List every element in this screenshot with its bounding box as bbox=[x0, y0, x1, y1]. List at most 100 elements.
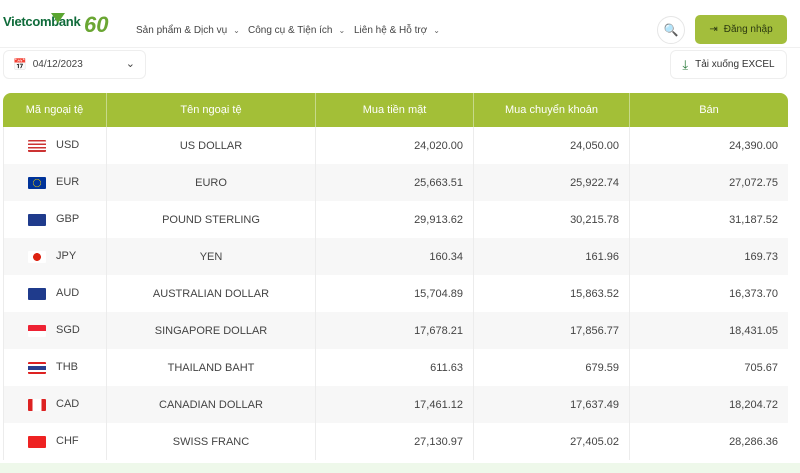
table-row: CHF SWISS FRANC 27,130.97 27,405.02 28,2… bbox=[3, 423, 788, 460]
currency-code-cell: USD bbox=[3, 127, 107, 164]
currency-code-cell: SGD bbox=[3, 312, 107, 349]
logo-mark-icon bbox=[51, 13, 65, 23]
menu-label: Công cụ & Tiện ích bbox=[248, 25, 333, 36]
table-row: GBP POUND STERLING 29,913.62 30,215.78 3… bbox=[3, 201, 788, 238]
currency-name: CANADIAN DOLLAR bbox=[107, 386, 316, 423]
currency-code-cell: CAD bbox=[3, 386, 107, 423]
chevron-down-icon: ⌄ bbox=[338, 26, 346, 35]
th-flag-icon bbox=[28, 361, 46, 374]
currency-code-cell: GBP bbox=[3, 201, 107, 238]
top-nav: Vietcombank 60 Sản phẩm & Dịch vụ ⌄ Công … bbox=[0, 0, 800, 48]
sell-rate: 705.67 bbox=[744, 361, 778, 374]
table-row: SGD SINGAPORE DOLLAR 17,678.21 17,856.77… bbox=[3, 312, 788, 349]
currency-code: SGD bbox=[56, 324, 80, 337]
currency-name: US DOLLAR bbox=[107, 127, 316, 164]
search-button[interactable]: 🔍 bbox=[657, 16, 685, 44]
menu-tools[interactable]: Công cụ & Tiện ích ⌄ bbox=[248, 25, 345, 36]
au-flag-icon bbox=[28, 287, 46, 300]
currency-code-cell: AUD bbox=[3, 275, 107, 312]
table-row: AUD AUSTRALIAN DOLLAR 15,704.89 15,863.5… bbox=[3, 275, 788, 312]
date-picker[interactable]: 📅 04/12/2023 ⌄ bbox=[3, 50, 146, 79]
uk-flag-icon bbox=[28, 213, 46, 226]
currency-code-cell: JPY bbox=[3, 238, 107, 275]
transfer-buy-rate: 17,856.77 bbox=[474, 312, 630, 349]
cash-buy-rate: 29,913.62 bbox=[316, 201, 474, 238]
chevron-down-icon: ⌄ bbox=[125, 58, 135, 70]
download-excel-button[interactable]: ⤓ Tải xuống EXCEL bbox=[670, 50, 787, 79]
vietcombank-logo[interactable]: Vietcombank bbox=[3, 14, 81, 29]
ch-flag-icon bbox=[28, 435, 46, 448]
transfer-buy-rate: 25,922.74 bbox=[474, 164, 630, 201]
calendar-icon: 📅 bbox=[13, 59, 27, 71]
cash-buy-rate: 15,704.89 bbox=[316, 275, 474, 312]
header-code: Mã ngoại tệ bbox=[3, 93, 107, 127]
header-cash: Mua tiền mặt bbox=[316, 93, 474, 127]
table-row: CAD CANADIAN DOLLAR 17,461.12 17,637.49 … bbox=[3, 386, 788, 423]
cash-buy-rate: 25,663.51 bbox=[316, 164, 474, 201]
download-label: Tải xuống EXCEL bbox=[695, 59, 775, 70]
currency-code: JPY bbox=[56, 250, 77, 263]
search-icon: 🔍 bbox=[663, 23, 679, 37]
menu-label: Sản phẩm & Dịch vụ bbox=[136, 25, 228, 36]
currency-code: EUR bbox=[56, 176, 80, 189]
header-name: Tên ngoại tệ bbox=[107, 93, 316, 127]
login-label: Đăng nhập bbox=[723, 24, 773, 35]
login-icon: ⇥ bbox=[709, 24, 718, 35]
transfer-buy-rate: 679.59 bbox=[474, 349, 630, 386]
transfer-buy-rate: 27,405.02 bbox=[474, 423, 630, 460]
cash-buy-rate: 24,020.00 bbox=[316, 127, 474, 164]
header-sell: Bán bbox=[630, 93, 788, 127]
sg-flag-icon bbox=[28, 324, 46, 337]
table-row: EUR EURO 25,663.51 25,922.74 27,072.75 bbox=[3, 164, 788, 201]
currency-code-cell: CHF bbox=[3, 423, 107, 460]
table-row: THB THAILAND BAHT 611.63 679.59 705.67 bbox=[3, 349, 788, 386]
sell-rate: 169.73 bbox=[630, 238, 788, 275]
download-icon: ⤓ bbox=[682, 56, 689, 72]
ca-flag-icon bbox=[28, 398, 46, 411]
menu-label: Liên hệ & Hỗ trợ bbox=[354, 25, 428, 36]
anniversary-logo: 60 bbox=[84, 12, 109, 37]
transfer-buy-rate: 161.96 bbox=[474, 238, 630, 275]
table-row: JPY YEN 160.34 161.96 169.73 bbox=[3, 238, 788, 275]
currency-code: USD bbox=[56, 139, 80, 152]
currency-name: SWISS FRANC bbox=[107, 423, 316, 460]
currency-code-cell: EUR bbox=[3, 164, 107, 201]
menu-contact[interactable]: Liên hệ & Hỗ trợ ⌄ bbox=[354, 25, 440, 36]
transfer-buy-rate: 17,637.49 bbox=[474, 386, 630, 423]
sell-rate: 28,286.36 bbox=[729, 435, 778, 448]
chevron-down-icon: ⌄ bbox=[433, 26, 440, 35]
sell-rate: 31,187.52 bbox=[729, 213, 778, 226]
header-transfer: Mua chuyển khoản bbox=[474, 93, 630, 127]
currency-code: CAD bbox=[56, 398, 80, 411]
currency-name: AUSTRALIAN DOLLAR bbox=[107, 275, 316, 312]
sell-rate: 24,390.00 bbox=[729, 139, 778, 152]
cash-buy-rate: 17,461.12 bbox=[316, 386, 474, 423]
currency-code-cell: THB bbox=[3, 349, 107, 386]
currency-code: AUD bbox=[56, 287, 80, 300]
chevron-down-icon: ⌄ bbox=[233, 26, 240, 35]
jp-flag-icon bbox=[28, 250, 46, 263]
currency-code: CHF bbox=[56, 435, 79, 448]
date-value: 04/12/2023 bbox=[32, 59, 83, 70]
currency-name: THAILAND BAHT bbox=[107, 349, 316, 386]
cash-buy-rate: 17,678.21 bbox=[316, 312, 474, 349]
cash-buy-rate: 27,130.97 bbox=[316, 423, 474, 460]
transfer-buy-rate: 30,215.78 bbox=[474, 201, 630, 238]
sell-rate: 27,072.75 bbox=[630, 164, 788, 201]
transfer-buy-rate: 24,050.00 bbox=[474, 127, 630, 164]
login-button[interactable]: ⇥ Đăng nhập bbox=[695, 15, 787, 44]
currency-name: SINGAPORE DOLLAR bbox=[107, 312, 316, 349]
sell-rate: 18,431.05 bbox=[630, 312, 788, 349]
currency-name: EURO bbox=[107, 164, 316, 201]
sell-rate: 16,373.70 bbox=[729, 287, 778, 300]
currency-code: GBP bbox=[56, 213, 80, 226]
cash-buy-rate: 611.63 bbox=[316, 349, 474, 386]
table-row: USD US DOLLAR 24,020.00 24,050.00 24,390… bbox=[3, 127, 788, 164]
menu-products[interactable]: Sản phẩm & Dịch vụ ⌄ bbox=[136, 25, 240, 36]
footer-band bbox=[0, 463, 800, 473]
eu-flag-icon bbox=[28, 176, 46, 189]
us-flag-icon bbox=[28, 139, 46, 152]
sell-rate: 18,204.72 bbox=[630, 386, 788, 423]
currency-name: YEN bbox=[107, 238, 316, 275]
currency-name: POUND STERLING bbox=[107, 201, 316, 238]
